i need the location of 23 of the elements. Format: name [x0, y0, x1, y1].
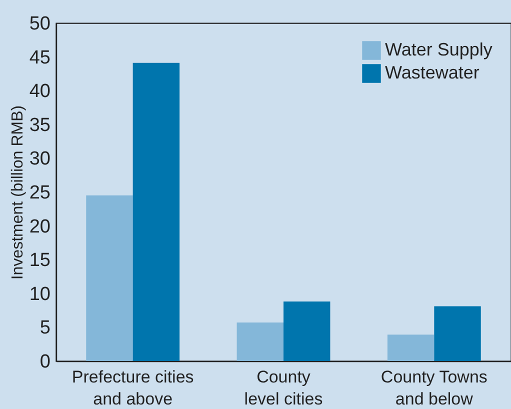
bar: [86, 195, 133, 361]
y-tick-label: 40: [29, 81, 50, 102]
y-tick-label: 20: [29, 216, 50, 238]
bar: [434, 306, 481, 361]
bar: [132, 62, 180, 361]
y-tick-label: 10: [29, 284, 50, 305]
bar: [236, 322, 284, 361]
y-tick-label: 35: [29, 114, 50, 136]
legend-label: Water Supply: [385, 40, 492, 60]
y-tick-label: 5: [40, 318, 50, 339]
y-tick-label: 30: [29, 148, 50, 170]
y-tick-label: 50: [29, 14, 50, 34]
x-tick-label: County level cities: [244, 368, 323, 408]
y-tick-label: 15: [29, 250, 50, 272]
x-tick-label: County Towns and below: [380, 368, 488, 408]
y-axis-title: Investment (billion RMB): [9, 105, 26, 280]
y-tick-label: 25: [29, 182, 50, 204]
y-tick-label: 45: [29, 47, 50, 68]
bar: [284, 302, 330, 361]
y-tick-label: 0: [40, 352, 50, 372]
legend-label: Wastewater: [385, 62, 480, 82]
x-tick-label: Prefecture cities and above: [72, 368, 194, 408]
bar: [387, 334, 434, 361]
